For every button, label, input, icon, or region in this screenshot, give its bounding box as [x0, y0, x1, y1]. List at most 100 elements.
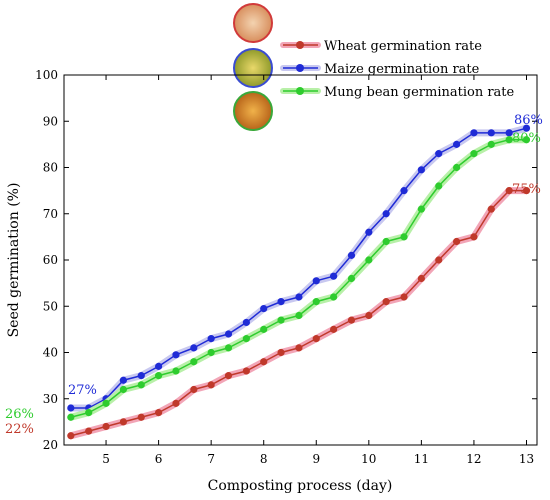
data-point-wheat [172, 399, 180, 407]
y-tick-label: 40 [43, 346, 58, 360]
data-point-maize [242, 318, 250, 327]
data-point-mung-bean [190, 358, 198, 366]
data-point-wheat [417, 274, 425, 283]
y-tick-label: 90 [43, 114, 58, 128]
data-point-maize [224, 330, 233, 338]
data-point-mung-bean [382, 237, 390, 246]
end-label-wheat: 75% [512, 182, 541, 197]
x-tick-label: 9 [312, 452, 320, 466]
legend: Wheat germination rate Maize germination… [280, 39, 515, 100]
x-tick-label: 8 [260, 452, 268, 466]
legend-item-wheat: Wheat germination rate [280, 39, 482, 54]
data-point-wheat [207, 381, 215, 389]
end-labels: 75% 22% 86% 27% 80% 26% [5, 113, 543, 437]
data-point-wheat [435, 256, 443, 264]
data-point-maize [172, 351, 180, 359]
data-point-mung-bean [487, 140, 495, 148]
data-point-wheat [190, 385, 198, 394]
data-point-wheat [330, 325, 338, 333]
data-point-maize [330, 272, 338, 280]
y-tick-label: 70 [43, 207, 58, 221]
data-point-wheat [470, 233, 478, 241]
data-point-maize [67, 404, 75, 412]
x-tick-label: 10 [361, 452, 376, 466]
data-point-mung-bean [522, 136, 531, 144]
data-point-wheat [505, 187, 513, 195]
data-point-maize [435, 150, 443, 158]
data-point-mung-bean [277, 316, 285, 324]
data-point-wheat [85, 427, 93, 435]
data-point-mung-bean [207, 348, 215, 357]
start-label-mung-bean: 26% [5, 407, 34, 422]
legend-item-maize: Maize germination rate [280, 62, 480, 77]
data-point-wheat [137, 413, 145, 421]
data-point-wheat [522, 187, 531, 195]
data-point-wheat [487, 205, 495, 213]
data-point-mung-bean [260, 325, 268, 333]
data-point-mung-bean [435, 182, 443, 190]
data-point-maize [417, 166, 425, 174]
y-tick-label: 50 [43, 299, 58, 313]
data-point-wheat [400, 293, 408, 301]
data-point-mung-bean [85, 409, 93, 417]
x-tick-label: 7 [207, 452, 215, 466]
legend-label-maize: Maize germination rate [324, 62, 480, 77]
x-tick-label: 11 [414, 452, 429, 466]
legend-label-mung-bean: Mung bean germination rate [324, 85, 515, 100]
data-point-wheat [382, 298, 390, 306]
data-point-mung-bean [224, 344, 233, 352]
data-point-wheat [347, 316, 356, 324]
data-point-maize [207, 335, 215, 343]
data-point-mung-bean [365, 256, 373, 264]
x-axis: 5 6 7 8 9 10 11 12 13 [102, 75, 534, 466]
x-axis-title: Composting process (day) [208, 478, 393, 494]
data-point-wheat [260, 358, 268, 366]
data-point-wheat [242, 367, 250, 375]
data-point-mung-bean [312, 298, 320, 306]
data-point-maize [522, 124, 531, 132]
legend-label-wheat: Wheat germination rate [324, 39, 482, 54]
data-point-mung-bean [119, 385, 127, 394]
data-point-wheat [365, 311, 373, 320]
end-label-maize: 86% [514, 113, 543, 128]
data-point-mung-bean [400, 233, 408, 241]
data-point-wheat [452, 237, 461, 246]
data-point-mung-bean [505, 136, 513, 144]
data-point-mung-bean [417, 205, 425, 213]
data-point-wheat [277, 348, 285, 357]
data-point-mung-bean [470, 150, 478, 158]
data-point-maize [365, 228, 373, 236]
data-point-mung-bean [242, 335, 250, 343]
y-axis-title: Seed germination (%) [6, 183, 22, 338]
data-point-wheat [67, 432, 75, 440]
data-point-mung-bean [155, 372, 163, 380]
y-tick-label: 20 [43, 438, 58, 452]
y-tick-label: 100 [35, 68, 58, 82]
data-point-wheat [102, 422, 110, 431]
data-point-maize [382, 210, 390, 218]
data-point-mung-bean [67, 413, 75, 421]
x-tick-label: 13 [519, 452, 534, 466]
mung-bean-seed-photo [233, 91, 273, 131]
x-tick-label: 5 [102, 452, 110, 466]
data-point-wheat [119, 418, 127, 426]
data-point-mung-bean [102, 399, 110, 407]
end-label-mung-bean: 80% [512, 131, 541, 146]
series-maize [67, 124, 531, 412]
data-point-maize [155, 362, 163, 370]
y-tick-label: 30 [43, 392, 58, 406]
legend-item-mung-bean: Mung bean germination rate [280, 85, 515, 100]
data-point-mung-bean [452, 163, 461, 172]
data-point-maize [400, 187, 408, 195]
x-tick-label: 12 [466, 452, 481, 466]
data-point-wheat [224, 372, 233, 380]
data-point-maize [190, 344, 198, 352]
start-label-maize: 27% [68, 383, 97, 398]
y-tick-label: 60 [43, 253, 58, 267]
data-point-wheat [312, 335, 320, 343]
data-point-maize [487, 129, 495, 137]
data-point-maize [119, 376, 127, 384]
series-wheat [67, 187, 531, 440]
data-point-maize [347, 251, 356, 259]
